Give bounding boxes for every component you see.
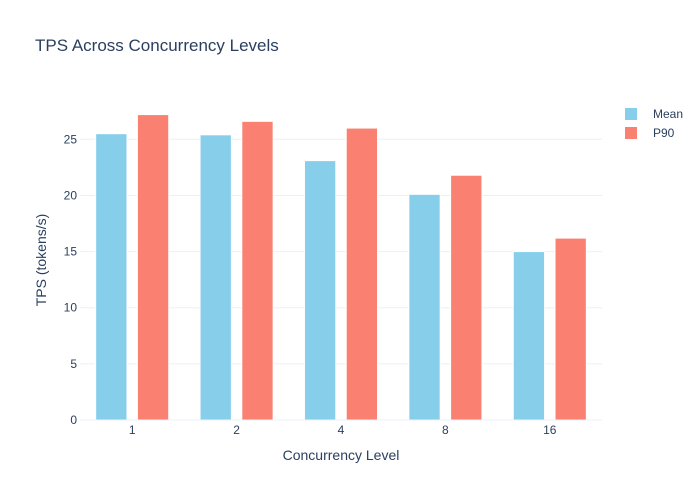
bars bbox=[95, 114, 587, 421]
x-axis-ticks: 1 2 4 8 16 bbox=[129, 423, 557, 437]
y-axis-title: TPS (tokens/s) bbox=[33, 214, 49, 307]
bar-p90-1[interactable] bbox=[136, 114, 170, 421]
y-axis-ticks: 0 5 10 15 20 25 bbox=[64, 132, 78, 427]
legend-item-p90[interactable]: P90 bbox=[625, 126, 675, 140]
x-axis-title: Concurrency Level bbox=[283, 447, 400, 463]
x-tick-label: 8 bbox=[442, 423, 449, 437]
y-tick-label: 0 bbox=[70, 413, 77, 427]
x-tick-label: 1 bbox=[129, 423, 136, 437]
x-tick-label: 16 bbox=[543, 423, 557, 437]
y-tick-label: 20 bbox=[64, 188, 78, 202]
y-tick-label: 25 bbox=[64, 132, 78, 146]
legend-label: P90 bbox=[653, 126, 675, 140]
x-tick-label: 2 bbox=[233, 423, 240, 437]
legend[interactable]: Mean P90 bbox=[625, 107, 683, 140]
bar-p90-2[interactable] bbox=[241, 120, 274, 421]
y-tick-label: 5 bbox=[70, 357, 77, 371]
legend-label: Mean bbox=[653, 107, 683, 121]
x-tick-label: 4 bbox=[338, 423, 345, 437]
bar-mean-2[interactable] bbox=[199, 134, 232, 421]
legend-swatch bbox=[625, 127, 637, 139]
y-tick-label: 15 bbox=[64, 245, 78, 259]
bar-mean-16[interactable] bbox=[512, 251, 546, 421]
bar-p90-4[interactable] bbox=[345, 127, 379, 421]
y-tick-label: 10 bbox=[64, 301, 78, 315]
legend-item-mean[interactable]: Mean bbox=[625, 107, 683, 121]
legend-swatch bbox=[625, 108, 637, 120]
bar-p90-8[interactable] bbox=[450, 174, 483, 421]
bar-mean-4[interactable] bbox=[303, 160, 337, 421]
bar-p90-16[interactable] bbox=[554, 237, 587, 421]
chart-title: TPS Across Concurrency Levels bbox=[35, 36, 279, 55]
bar-mean-8[interactable] bbox=[408, 193, 441, 421]
bar-mean-1[interactable] bbox=[95, 133, 128, 421]
